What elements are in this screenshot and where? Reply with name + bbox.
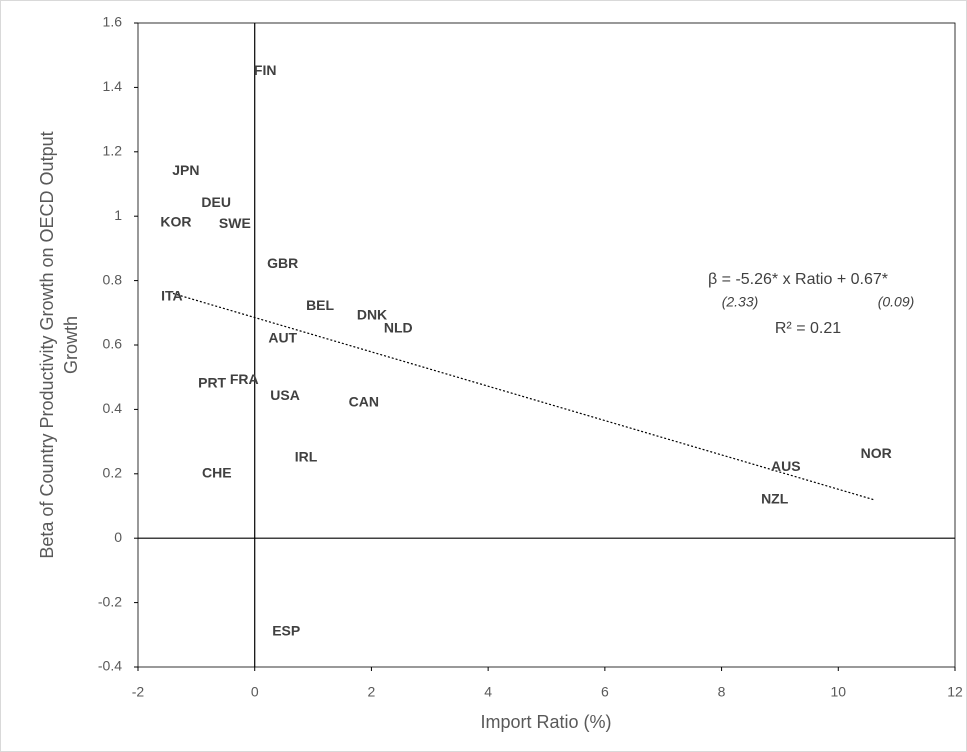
x-tick-label: 4 — [484, 684, 492, 700]
x-tick-label: 0 — [251, 684, 259, 700]
point-label: DEU — [201, 194, 231, 210]
point-label: ESP — [272, 622, 300, 638]
equation: β = -5.26* x Ratio + 0.67* — [708, 271, 888, 288]
y-axis-title: Growth — [61, 316, 81, 374]
point-label: USA — [270, 387, 300, 403]
x-tick-label: 10 — [830, 684, 846, 700]
point-label: FRA — [230, 371, 259, 387]
y-tick-label: 1.4 — [103, 78, 123, 94]
x-tick-label: 6 — [601, 684, 609, 700]
point-label: GBR — [267, 255, 298, 271]
y-tick-label: 0.8 — [103, 271, 123, 287]
trendline — [172, 292, 874, 501]
point-label: CAN — [349, 394, 379, 410]
r-squared: R² = 0.21 — [775, 320, 841, 337]
y-tick-label: 1 — [114, 207, 122, 223]
point-label: PRT — [198, 374, 226, 390]
point-label: AUS — [771, 458, 801, 474]
point-label: FIN — [254, 62, 277, 78]
y-tick-label: 1.6 — [103, 14, 123, 30]
y-tick-label: 0.2 — [103, 465, 123, 481]
point-label: NZL — [761, 490, 789, 506]
x-tick-label: 2 — [368, 684, 376, 700]
point-label: JPN — [172, 162, 199, 178]
point-label: BEL — [306, 297, 334, 313]
x-axis-title: Import Ratio (%) — [480, 712, 611, 732]
x-tick-label: -2 — [132, 684, 145, 700]
x-tick-label: 12 — [947, 684, 963, 700]
y-tick-label: 0.4 — [103, 400, 123, 416]
equation-se: (0.09) — [878, 294, 915, 310]
y-tick-label: -0.4 — [98, 658, 122, 674]
point-label: KOR — [160, 213, 191, 229]
y-tick-label: -0.2 — [98, 593, 122, 609]
equation-se: (2.33) — [722, 294, 759, 310]
y-axis-title: Beta of Country Productivity Growth on O… — [37, 131, 57, 558]
point-label: NOR — [861, 445, 892, 461]
y-tick-label: 0 — [114, 529, 122, 545]
point-label: SWE — [219, 215, 251, 231]
point-label: AUT — [268, 329, 297, 345]
y-tick-label: 0.6 — [103, 336, 123, 352]
x-tick-label: 8 — [718, 684, 726, 700]
point-label: CHE — [202, 465, 232, 481]
point-label: IRL — [295, 448, 318, 464]
point-label: DNK — [357, 307, 387, 323]
y-tick-label: 1.2 — [103, 143, 123, 159]
point-label: ITA — [161, 287, 183, 303]
point-label: NLD — [384, 320, 413, 336]
